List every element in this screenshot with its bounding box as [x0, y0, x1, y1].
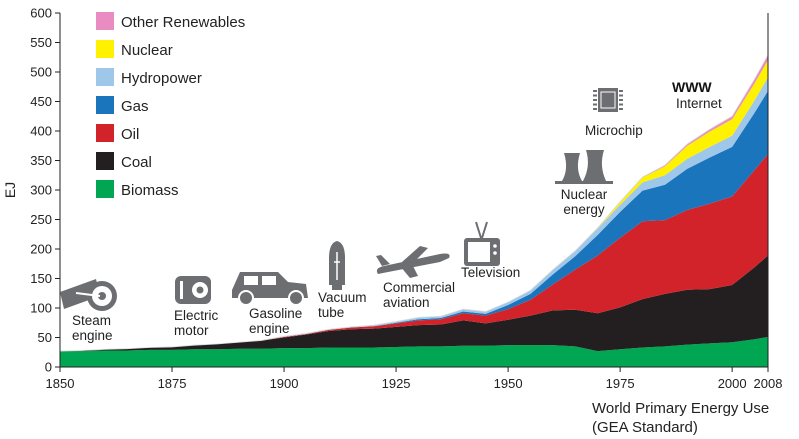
- legend-label: Other Renewables: [121, 14, 245, 31]
- legend-label: Biomass: [121, 182, 179, 199]
- microchip-label: Microchip: [585, 123, 643, 138]
- legend-item-coal: Coal: [96, 152, 152, 171]
- legend-label: Oil: [121, 126, 139, 143]
- legend-item-oil: Oil: [96, 124, 139, 143]
- legend-item-nuclear: Nuclear: [96, 40, 173, 59]
- commercial-aviation-label-line: aviation: [383, 295, 430, 310]
- nuclear-energy-label-line: Nuclear: [561, 187, 608, 202]
- microchip-label-line: Microchip: [585, 123, 643, 138]
- steam-engine-label-line: Steam: [72, 313, 111, 328]
- x-tick-label: 2000: [718, 376, 747, 391]
- legend-swatch: [96, 152, 114, 170]
- x-tick-label: 1850: [46, 376, 75, 391]
- area-gas: [60, 90, 768, 352]
- legend-item-biomass: Biomass: [96, 180, 179, 199]
- gasoline-engine-label: Gasoline engine: [249, 306, 302, 336]
- airplane-icon: [376, 246, 450, 278]
- commercial-aviation-label-line: Commercial: [383, 280, 455, 295]
- vacuum-tube-label: Vacuum tube: [318, 290, 367, 320]
- stacked-areas: [59, 54, 769, 367]
- nuclear-energy-label-line: energy: [563, 202, 605, 217]
- legend-label: Hydropower: [121, 70, 202, 87]
- axes: 0 50 100 150 200 250 300 350 400 450 500 550 600 1850…: [30, 6, 782, 392]
- legend-swatch: [96, 68, 114, 86]
- automobile-icon: [232, 272, 308, 306]
- area-biomass: [60, 336, 768, 367]
- electric-motor-label-line: motor: [174, 323, 209, 338]
- vacuum-tube-label-line: tube: [318, 305, 344, 320]
- y-tick-label: 0: [45, 360, 52, 375]
- vacuum-tube-label-line: Vacuum: [318, 290, 367, 305]
- legend-item-gas: Gas: [96, 96, 149, 115]
- y-tick-label: 450: [30, 94, 52, 109]
- steam-engine-label-line: engine: [72, 328, 113, 343]
- y-tick-label: 500: [30, 65, 52, 80]
- legend-swatch: [96, 180, 114, 198]
- y-tick-label: 100: [30, 301, 52, 316]
- gasoline-engine-label-line: engine: [249, 321, 290, 336]
- steam-engine-icon: [60, 279, 117, 311]
- legend-item-hydropower: Hydropower: [96, 68, 202, 87]
- legend-item-other-renewables: Other Renewables: [96, 12, 245, 31]
- electric-motor-icon: [175, 276, 211, 304]
- legend-label: Coal: [121, 154, 152, 171]
- area-coal: [60, 255, 768, 352]
- legend-swatch: [96, 124, 114, 142]
- y-axis-label: EJ: [2, 182, 18, 198]
- y-tick-label: 350: [30, 153, 52, 168]
- steam-engine-label: Steam engine: [72, 313, 113, 343]
- cooling-tower-icon: [555, 150, 613, 184]
- nuclear-energy-label: Nuclear energy: [561, 187, 608, 217]
- x-tick-label: 2008: [754, 376, 783, 391]
- subtitle-line-1: World Primary Energy Use: [592, 400, 770, 417]
- y-tick-label: 250: [30, 212, 52, 227]
- x-tick-label: 1875: [158, 376, 187, 391]
- y-tick-label: 200: [30, 242, 52, 257]
- total-outline: [59, 54, 769, 352]
- commercial-aviation-label: Commercial aviation: [383, 280, 455, 310]
- y-tick-label: 50: [38, 330, 52, 345]
- electric-motor-label: Electric motor: [174, 308, 219, 338]
- x-tick-label: 1950: [494, 376, 523, 391]
- area-oil: [60, 154, 768, 352]
- legend-swatch: [96, 40, 114, 58]
- subtitle-line-2: (GEA Standard): [592, 419, 698, 436]
- x-tick-label: 1975: [606, 376, 635, 391]
- legend-swatch: [96, 96, 114, 114]
- chart-subtitle: World Primary Energy Use (GEA Standard): [592, 399, 769, 437]
- television-label: Television: [461, 265, 520, 280]
- vacuum-tube-icon: [329, 241, 345, 290]
- y-tick-label: 550: [30, 35, 52, 50]
- legend-label: Nuclear: [121, 42, 173, 59]
- legend-label: Gas: [121, 98, 149, 115]
- television-icon: [464, 221, 500, 266]
- internet-label: Internet: [676, 96, 722, 111]
- y-tick-label: 600: [30, 6, 52, 21]
- legend-swatch: [96, 12, 114, 30]
- y-tick-label: 150: [30, 271, 52, 286]
- gasoline-engine-label-line: Gasoline: [249, 306, 302, 321]
- microchip-icon: [593, 88, 623, 112]
- y-tick-label: 400: [30, 124, 52, 139]
- television-label-line: Television: [461, 265, 520, 280]
- x-tick-label: 1900: [270, 376, 299, 391]
- x-tick-label: 1925: [382, 376, 411, 391]
- legend: Other Renewables Nuclear Hydropower Gas Oil C…: [96, 12, 245, 199]
- electric-motor-label-line: Electric: [174, 308, 219, 323]
- y-tick-label: 300: [30, 183, 52, 198]
- internet-www-label: WWW: [672, 79, 712, 95]
